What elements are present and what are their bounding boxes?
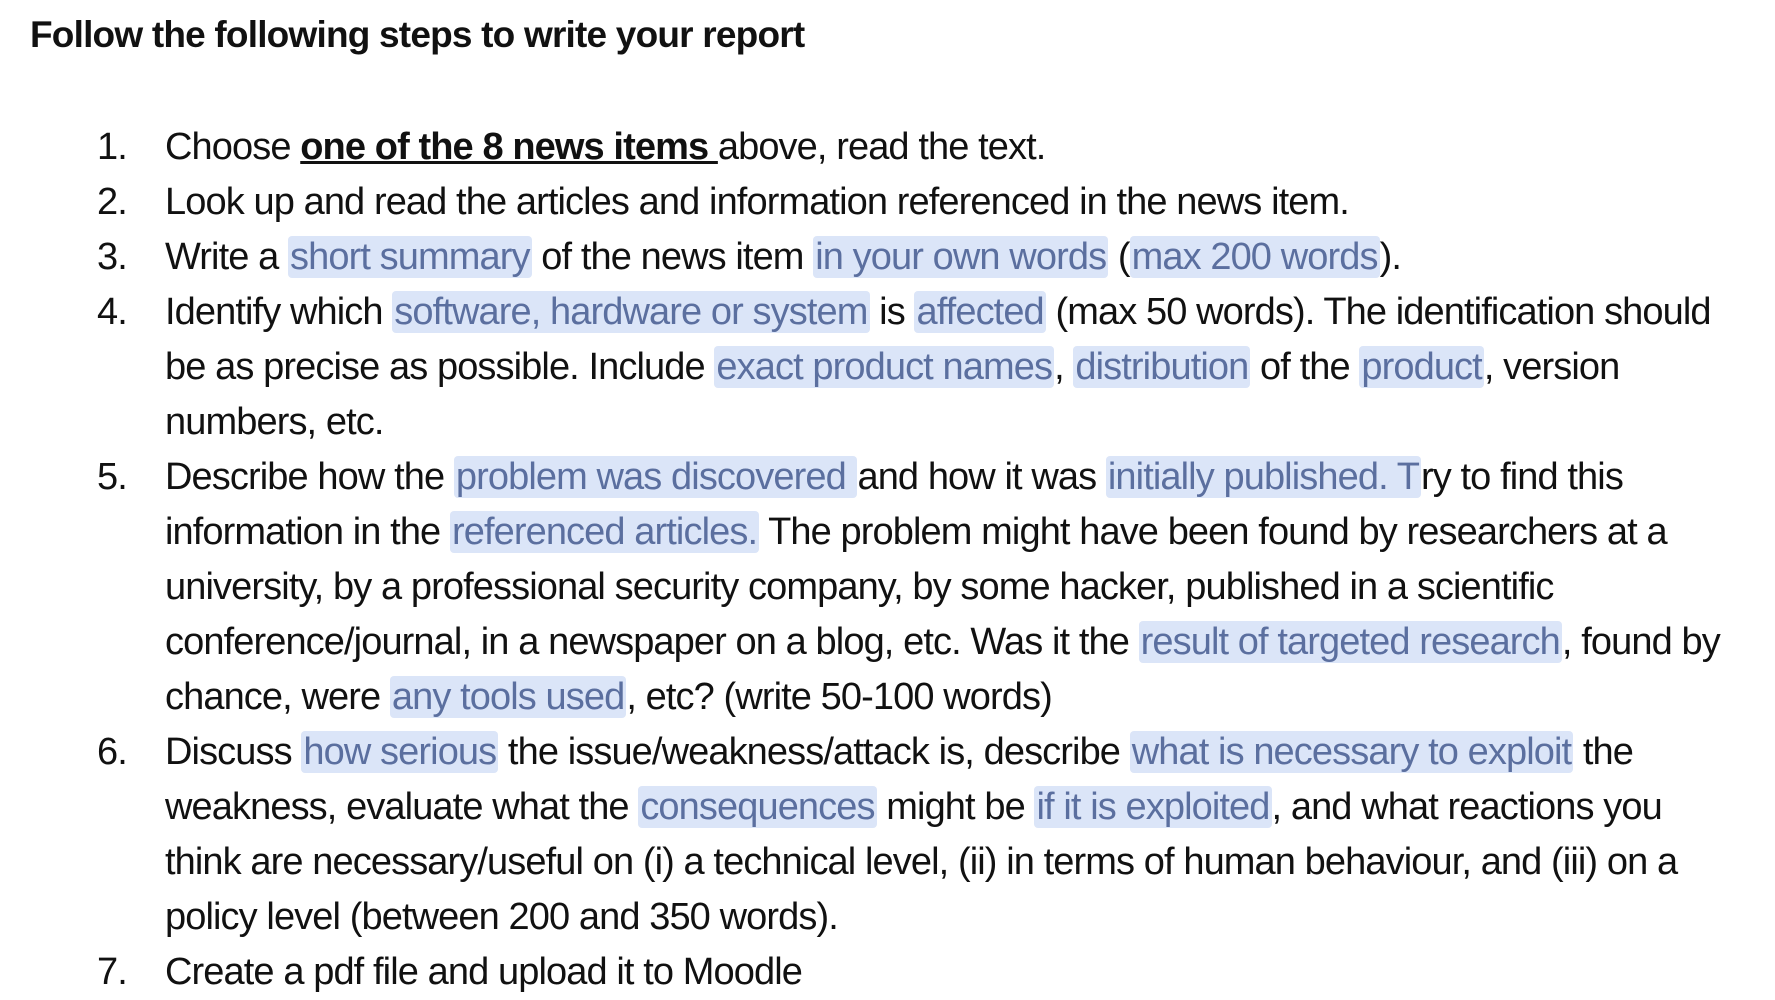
- step-text: The problem might have been found by res…: [165, 511, 1668, 663]
- step-text: (max 50 words). The identification shoul…: [165, 291, 1712, 388]
- step-1: 1. Choose one of the 8 news items above,…: [0, 120, 1730, 175]
- step-text: Choose: [165, 126, 301, 168]
- step-text: , etc? (write 50-100 words): [626, 676, 1052, 718]
- document-page: Follow the following steps to write your…: [30, 14, 1721, 993]
- step-text: of the: [1250, 346, 1360, 388]
- step-number: 2.: [97, 181, 128, 223]
- step-text: and how it was: [857, 456, 1106, 498]
- highlight-exact-product-names: exact product names: [714, 346, 1055, 388]
- highlight-initially-published: initially published. T: [1105, 456, 1422, 498]
- step-6: 6. Discuss how serious the issue/weaknes…: [0, 725, 1730, 945]
- highlight-affected: affected: [914, 291, 1046, 333]
- step-text: , version numbers, etc.: [165, 346, 1620, 443]
- step-text: Look up and read the articles and inform…: [165, 181, 1350, 223]
- step-text: the issue/weakness/attack is, describe: [498, 731, 1130, 773]
- step-text: ).: [1379, 236, 1402, 278]
- highlight-own-words: in your own words: [813, 236, 1109, 278]
- step-text: Identify which: [165, 291, 393, 333]
- page-heading: Follow the following steps to write your…: [30, 14, 805, 55]
- highlight-problem-discovered: problem was discovered: [453, 456, 858, 498]
- step-number: 3.: [97, 236, 128, 278]
- step-text: above, read the text.: [717, 126, 1046, 168]
- highlight-short-summary: short summary: [288, 236, 532, 278]
- step-5: 5. Describe how the problem was discover…: [0, 450, 1730, 725]
- step-number: 5.: [97, 456, 128, 498]
- step-text: , and what reactions you think are neces…: [165, 786, 1678, 938]
- step-text: Discuss: [165, 731, 302, 773]
- step-number: 1.: [97, 126, 128, 168]
- step-number: 6.: [97, 731, 128, 773]
- step-text: ry to find this information in the: [165, 456, 1624, 553]
- highlight-distribution: distribution: [1073, 346, 1251, 388]
- step-text: Describe how the: [165, 456, 454, 498]
- step-text: (: [1108, 236, 1131, 278]
- step-2: 2. Look up and read the articles and inf…: [0, 175, 1730, 230]
- step-text: Write a: [165, 236, 289, 278]
- step-text: of the news item: [531, 236, 814, 278]
- step-text: might be: [876, 786, 1035, 828]
- highlight-necessary-to-exploit: what is necessary to exploit: [1129, 731, 1574, 773]
- highlight-how-serious: how serious: [301, 731, 499, 773]
- step-number: 7.: [97, 951, 128, 993]
- step-3: 3. Write a short summary of the news ite…: [0, 230, 1730, 285]
- step-text: ,: [1054, 346, 1074, 388]
- step-4: 4. Identify which software, hardware or …: [0, 285, 1730, 450]
- step-text: is: [869, 291, 915, 333]
- step-text: the weakness, evaluate what the: [165, 731, 1634, 828]
- highlight-product: product: [1359, 346, 1484, 388]
- highlight-max-words: max 200 words: [1129, 236, 1380, 278]
- highlight-software-hardware-system: software, hardware or system: [392, 291, 870, 333]
- step-text: , found by chance, were: [165, 621, 1721, 718]
- step-7: 7. Create a pdf file and upload it to Mo…: [0, 945, 1730, 1000]
- highlight-consequences: consequences: [638, 786, 877, 828]
- news-items-emphasis: one of the 8 news items: [300, 126, 718, 168]
- highlight-referenced-articles: referenced articles.: [449, 511, 760, 553]
- step-number: 4.: [97, 291, 128, 333]
- highlight-if-exploited: if it is exploited: [1034, 786, 1272, 828]
- highlight-tools-used: any tools used: [389, 676, 627, 718]
- step-text: Create a pdf file and upload it to Moodl…: [165, 951, 803, 993]
- highlight-targeted-research: result of targeted research: [1138, 621, 1562, 663]
- steps-list: 1. Choose one of the 8 news items above,…: [0, 120, 1775, 1000]
